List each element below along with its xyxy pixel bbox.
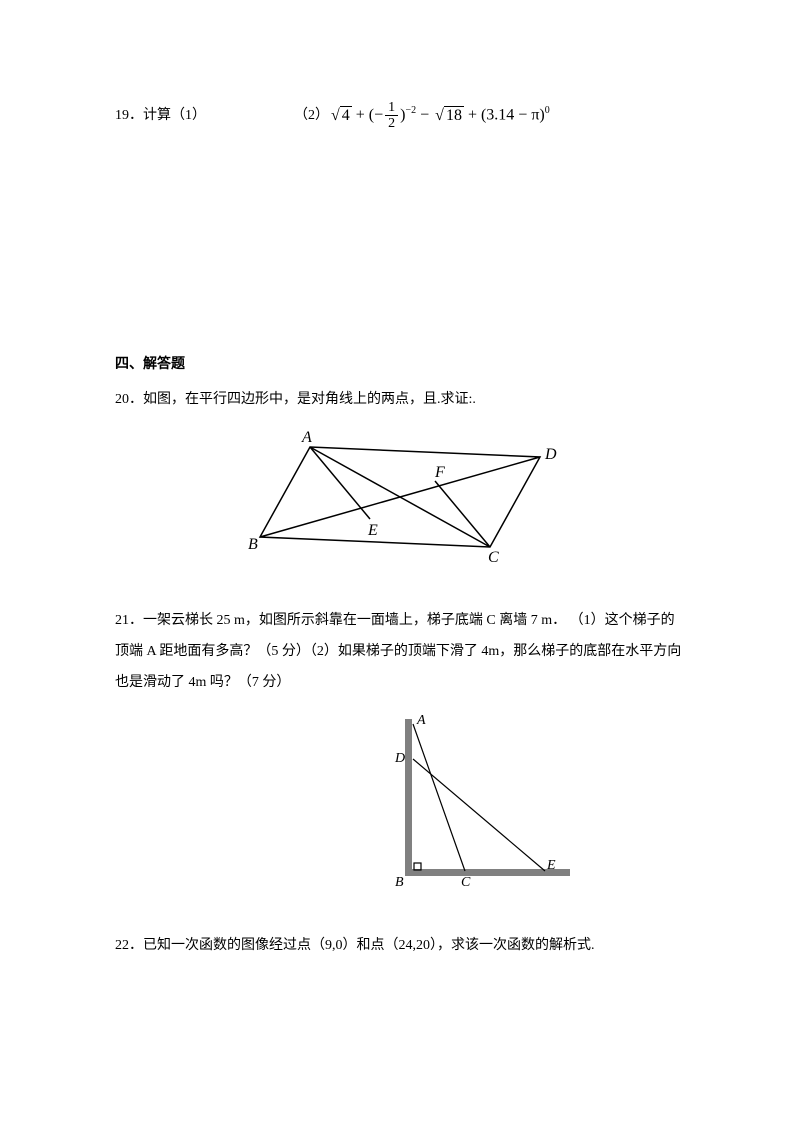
question-21: 21．一架云梯长 25 m，如图所示斜靠在一面墙上，梯子底端 C 离墙 7 m．…: [115, 606, 685, 698]
question-20: 20．如图，在平行四边形中，是对角线上的两点，且.求证:.: [115, 387, 685, 412]
label-E: E: [546, 858, 556, 873]
label-A: A: [301, 429, 312, 446]
label-E: E: [367, 522, 378, 539]
ground: [405, 869, 570, 876]
q19-part2-label: （2）: [294, 103, 329, 128]
q20-text: 20．如图，在平行四边形中，是对角线上的两点，且.求证:.: [115, 392, 476, 407]
label-C: C: [461, 875, 471, 890]
q22-text: 22．已知一次函数的图像经过点（9,0）和点（24,20），求该一次函数的解析式…: [115, 938, 595, 953]
wall: [405, 719, 412, 874]
q21-text: 21．一架云梯长 25 m，如图所示斜靠在一面墙上，梯子底端 C 离墙 7 m．…: [115, 613, 681, 690]
q19-part2: （2） 4 + (−12)−2 − 18 + (3.14 − π)0: [294, 100, 550, 132]
label-F: F: [434, 464, 445, 481]
q19-label: 19．计算（1）: [115, 103, 206, 128]
label-A: A: [416, 714, 426, 728]
q21-figure: A D B C E: [115, 714, 685, 903]
question-19: 19．计算（1） （2） 4 + (−12)−2 − 18 + (3.14 − …: [115, 100, 685, 132]
label-D: D: [394, 751, 405, 766]
label-C: C: [488, 549, 499, 566]
label-B: B: [248, 536, 258, 553]
question-22: 22．已知一次函数的图像经过点（9,0）和点（24,20），求该一次函数的解析式…: [115, 933, 685, 958]
q20-figure: A B C D E F: [115, 427, 685, 576]
label-D: D: [544, 446, 557, 463]
section-4-heading: 四、解答题: [115, 352, 685, 377]
q19-formula: 4 + (−12)−2 − 18 + (3.14 − π)0: [329, 100, 550, 132]
ladder-diagram: A D B C E: [385, 714, 585, 894]
parallelogram-diagram: A B C D E F: [240, 427, 560, 567]
label-B: B: [395, 875, 404, 890]
